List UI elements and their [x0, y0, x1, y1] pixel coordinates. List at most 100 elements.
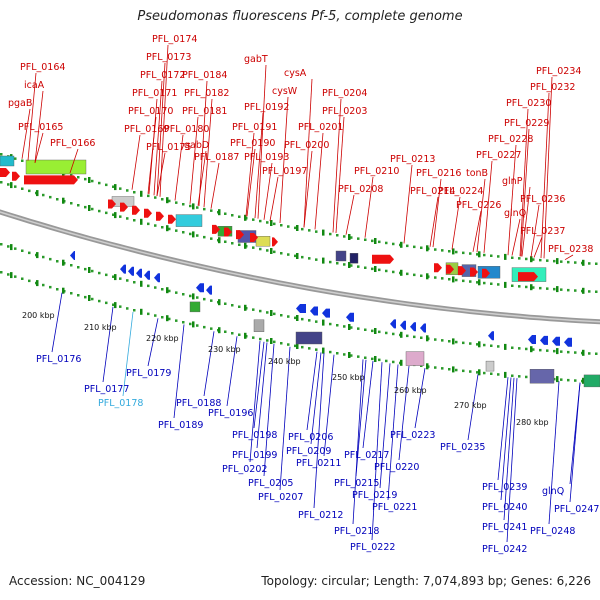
- gene-arrow: [128, 266, 134, 276]
- track-dot: [7, 273, 10, 276]
- track-dot: [196, 296, 199, 299]
- gene-arrow: [120, 202, 128, 212]
- leader-line: [153, 80, 163, 196]
- track-dot: [182, 293, 185, 296]
- track-dot: [560, 288, 563, 291]
- track-dot: [294, 316, 297, 320]
- gene-arrow: [346, 312, 354, 322]
- track-dot: [315, 258, 318, 261]
- track-mark: [218, 237, 221, 244]
- track-mark: [88, 295, 91, 301]
- track-dot: [7, 245, 10, 248]
- track-dot: [21, 249, 24, 252]
- track-dot: [455, 368, 458, 372]
- feature-block: [349, 253, 359, 264]
- track-dot: [343, 325, 346, 328]
- reverse-gene-label: PFL_0217: [344, 450, 389, 461]
- accession-text: Accession: NC_004129: [9, 574, 146, 588]
- forward-gene-label: PFL_0237: [520, 226, 565, 237]
- track-mark: [270, 248, 273, 254]
- leader-line: [564, 254, 574, 261]
- track-dot: [483, 371, 486, 375]
- leader-line: [189, 116, 199, 204]
- track-dot: [287, 225, 290, 228]
- forward-gene-label: PFL_0180: [164, 124, 209, 135]
- track-dot: [392, 332, 395, 336]
- track-mark: [504, 253, 507, 260]
- reverse-gene-label: PFL_0242: [482, 544, 527, 555]
- track-dot: [364, 238, 367, 241]
- track-dot: [203, 207, 206, 211]
- leader-line: [147, 318, 159, 367]
- track-mark: [504, 371, 507, 378]
- track-mark: [400, 241, 403, 248]
- track-dot: [273, 312, 276, 316]
- reverse-gene-label: PFL_0248: [530, 526, 575, 537]
- feature-block: [253, 319, 265, 332]
- track-mark: [348, 262, 351, 268]
- track-dot: [231, 332, 234, 335]
- reverse-gene-label: PFL_0206: [288, 432, 333, 443]
- track-mark: [192, 231, 195, 238]
- track-dot: [252, 336, 255, 339]
- gene-arrows[interactable]: [0, 168, 572, 347]
- track-dot: [560, 350, 563, 353]
- gene-arrow: [108, 199, 116, 209]
- forward-gene-label: PFL_0170: [128, 106, 173, 117]
- gene-arrow: [400, 320, 406, 330]
- track-mark: [296, 315, 299, 321]
- reverse-gene-label: PFL_0241: [482, 522, 527, 533]
- gene-arrow: [70, 251, 75, 260]
- gene-arrow: [24, 175, 78, 185]
- reverse-gene-label: PFL_0220: [374, 462, 419, 473]
- leader-line: [472, 210, 482, 252]
- track-dot: [413, 245, 416, 249]
- track-dot: [42, 255, 45, 259]
- reverse-gene-label: PFL_0212: [298, 510, 343, 521]
- track-dot: [518, 257, 521, 260]
- leader-line: [303, 78, 313, 228]
- gene-labels[interactable]: PFL_0164 icaA pgaB PFL_0165 PFL_0166 PFL_0174…: [8, 34, 599, 555]
- track-dot: [119, 277, 122, 280]
- track-dot: [98, 271, 101, 275]
- track-mark: [62, 259, 65, 266]
- track-mark: [244, 214, 247, 221]
- track-dot: [329, 322, 332, 326]
- leader-line: [249, 340, 261, 463]
- track-mark: [556, 376, 559, 383]
- track-dot: [49, 195, 52, 199]
- track-dot: [546, 287, 549, 290]
- track-dot: [210, 299, 213, 302]
- track-dot: [511, 374, 514, 377]
- gene-arrow: [136, 268, 142, 278]
- forward-gene-label: PFL_0187: [194, 152, 239, 163]
- track-dot: [105, 183, 108, 187]
- leader-line: [210, 162, 220, 209]
- track-dot: [273, 250, 276, 254]
- track-mark: [322, 229, 325, 236]
- track-dot: [91, 179, 94, 183]
- track-dot: [112, 185, 115, 188]
- track-dot: [483, 281, 486, 285]
- reverse-gene-label: PFL_0239: [482, 482, 527, 493]
- track-dot: [539, 286, 542, 290]
- track-mark: [192, 203, 195, 210]
- track-dot: [70, 202, 73, 205]
- track-dot: [462, 251, 465, 255]
- forward-gene-label: PFL_0232: [530, 82, 575, 93]
- reverse-gene-label: PFL_0202: [222, 464, 267, 475]
- track-dot: [525, 347, 528, 351]
- track-dot: [350, 264, 353, 267]
- track-dot: [168, 227, 171, 231]
- track-dot: [266, 311, 269, 314]
- track-dot: [483, 253, 486, 257]
- track-dot: [469, 280, 472, 283]
- track-dot: [336, 352, 339, 355]
- forward-gene-label: PFL_0171: [132, 88, 177, 99]
- track-dot: [434, 276, 437, 279]
- leader-line: [323, 354, 335, 457]
- track-dot: [497, 255, 500, 258]
- reverse-gene-label: PFL_0196: [208, 408, 253, 419]
- leader-line: [314, 132, 324, 230]
